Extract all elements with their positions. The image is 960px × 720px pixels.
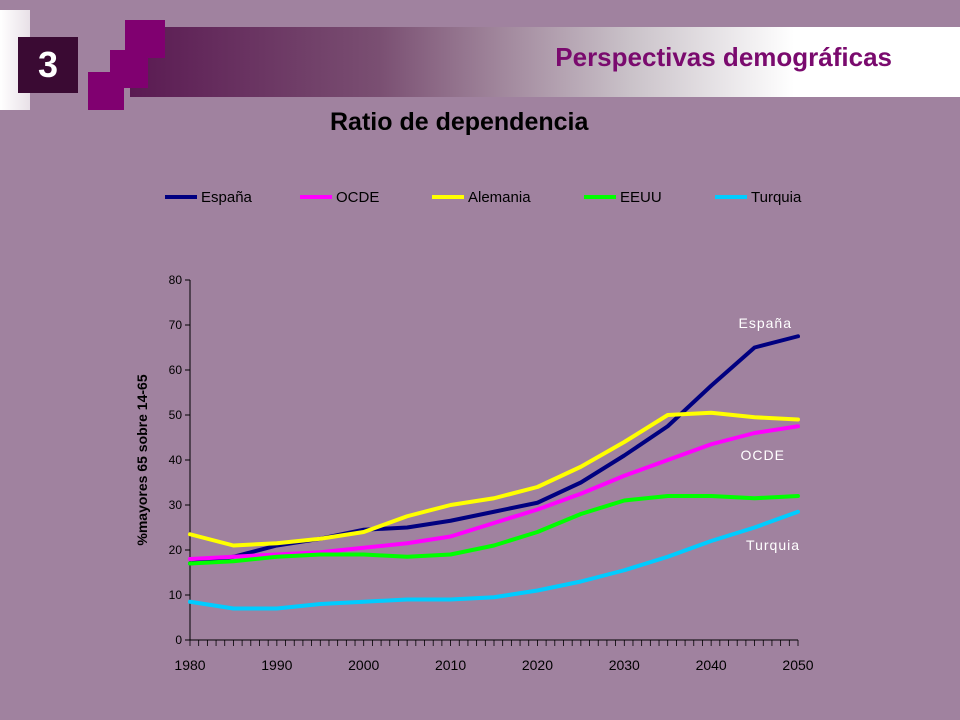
y-tick-label: 70 [169, 318, 183, 332]
y-tick-label: 80 [169, 273, 183, 287]
series-line-ocde [188, 424, 800, 561]
legend-entry: España [201, 189, 253, 206]
y-tick-label: 30 [169, 498, 183, 512]
series-end-label: Turquia [746, 537, 800, 553]
slide-number: 3 [18, 37, 78, 93]
y-tick-label: 10 [169, 588, 183, 602]
x-tick-label: 2040 [696, 657, 727, 673]
y-axis-label: %mayores 65 sobre 14-65 [134, 374, 150, 545]
decor-square-3 [88, 72, 124, 110]
x-tick-label: 2030 [609, 657, 640, 673]
x-tick-label: 1980 [174, 657, 205, 673]
y-tick-label: 40 [169, 453, 183, 467]
header-gradient-bar [130, 27, 960, 97]
x-tick-label: 2000 [348, 657, 379, 673]
slide-title: Perspectivas demográficas [555, 42, 892, 72]
x-tick-label: 2020 [522, 657, 553, 673]
legend-entry: Turquia [751, 189, 802, 206]
y-tick-label: 60 [169, 363, 183, 377]
legend-entry: EEUU [620, 189, 662, 206]
y-tick-label: 20 [169, 543, 183, 557]
x-tick-label: 2010 [435, 657, 466, 673]
legend-entry: OCDE [336, 189, 379, 206]
series-end-label: OCDE [741, 447, 785, 463]
y-tick-label: 0 [175, 633, 182, 647]
series-end-label: España [739, 315, 792, 331]
series-line-alemania [188, 410, 800, 548]
y-tick-label: 50 [169, 408, 183, 422]
series-line-españa [188, 334, 800, 566]
series-line-eeuu [188, 494, 800, 566]
series-line-turquia [188, 509, 800, 611]
chart-title: Ratio de dependencia [330, 108, 589, 136]
x-tick-label: 1990 [261, 657, 292, 673]
legend-entry: Alemania [468, 189, 531, 206]
x-tick-label: 2050 [782, 657, 813, 673]
